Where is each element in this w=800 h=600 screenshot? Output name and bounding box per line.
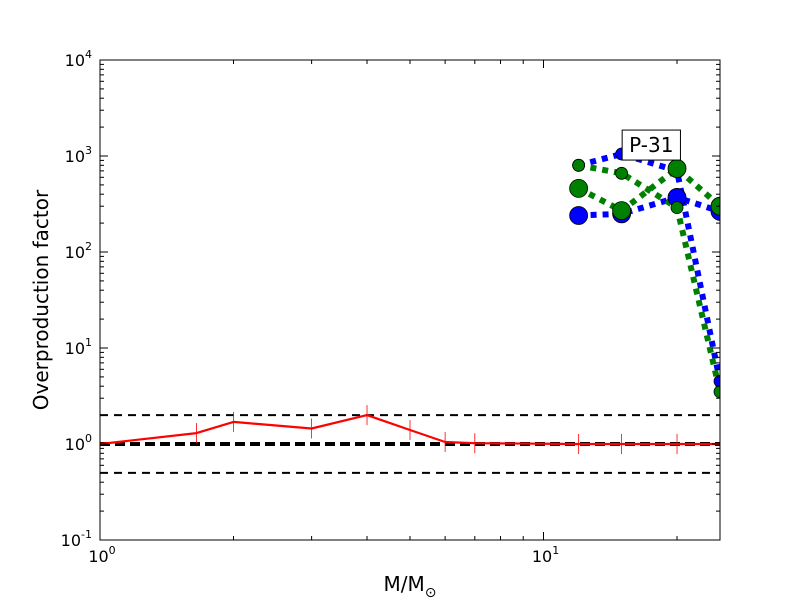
x-axis-label-main: M/M	[384, 572, 425, 596]
x-tick-label-1-exp: 1	[552, 544, 559, 557]
series-2-point-0	[569, 206, 589, 225]
x-axis-label-subscript: ⊙	[425, 585, 437, 600]
annotation-0: P-31	[621, 129, 681, 161]
y-tick-label-4-exp: 3	[85, 144, 92, 157]
y-tick-label-3-exp: 2	[85, 240, 92, 253]
series-layer	[100, 151, 720, 446]
markers-layer	[100, 147, 720, 454]
series-line-0	[100, 414, 720, 446]
y-tick-label-0-exp: -1	[81, 528, 92, 541]
x-axis-label: M/M⊙	[384, 572, 437, 600]
y-tick-label-4: 103	[65, 144, 92, 166]
series-3-point-1	[615, 166, 629, 180]
series-4-point-0	[569, 178, 589, 198]
series-line-2	[578, 194, 720, 219]
series-line-3	[578, 162, 720, 393]
y-tick-label-0-base: 10	[61, 531, 81, 550]
x-tick-label-0-exp: 0	[109, 544, 116, 557]
series-3-point-2	[670, 201, 684, 215]
x-tick-label-0: 100	[88, 544, 115, 566]
series-4-point-3	[710, 196, 720, 216]
y-tick-label-3: 102	[65, 240, 92, 262]
series-line-4	[577, 165, 720, 214]
annotations: P-31	[621, 129, 681, 161]
series-1-point-3	[713, 374, 720, 388]
y-tick-label-2: 101	[65, 336, 92, 358]
y-tick-label-5-base: 10	[65, 51, 85, 70]
annotation-label-0: P-31	[629, 133, 673, 157]
series-3-point-0	[572, 158, 586, 172]
series-4-point-2	[667, 159, 687, 178]
x-tick-label-1-base: 10	[532, 547, 552, 566]
y-tick-label-1-base: 10	[65, 435, 85, 454]
y-tick-label-2-base: 10	[65, 339, 85, 358]
x-tick-label-0-base: 10	[88, 547, 108, 566]
y-tick-label-0: 10-1	[61, 528, 92, 550]
y-tick-label-5-exp: 4	[85, 48, 92, 61]
x-tick-label-1: 101	[532, 544, 559, 566]
y-tick-label-1-exp: 0	[85, 432, 92, 445]
y-tick-label-4-base: 10	[65, 147, 85, 166]
y-tick-label-2-exp: 1	[85, 336, 92, 349]
y-tick-label-3-base: 10	[65, 243, 85, 262]
annotation-box-0	[621, 129, 681, 161]
plot-area	[100, 60, 720, 540]
y-tick-label-5: 104	[65, 48, 92, 70]
series-3-point-3	[713, 385, 720, 399]
series-4-point-1	[612, 201, 632, 220]
series-line-1	[577, 151, 720, 382]
y-tick-label-1: 100	[65, 432, 92, 454]
y-axis-label: Overproduction factor	[29, 189, 53, 410]
